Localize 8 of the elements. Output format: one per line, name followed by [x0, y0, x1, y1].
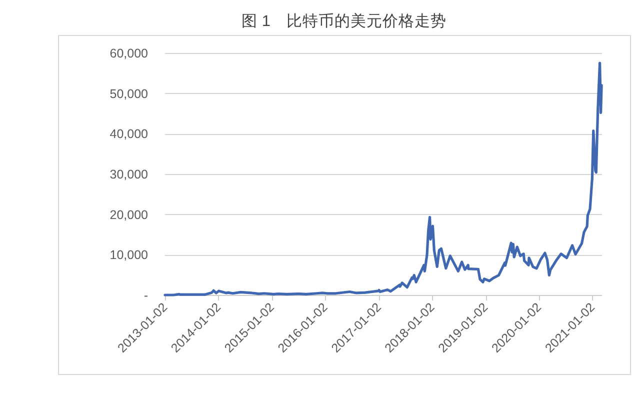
chart-title: 图 1 比特币的美元价格走势: [242, 12, 446, 30]
y-tick-label: 10,000: [110, 248, 148, 262]
y-tick-label: 40,000: [110, 127, 148, 142]
y-tick-label: 30,000: [110, 168, 148, 182]
y-tick-label: -: [144, 288, 148, 302]
y-tick-label: 50,000: [110, 86, 148, 101]
y-tick-label: 60,000: [110, 46, 148, 60]
y-tick-label: 20,000: [110, 208, 148, 222]
